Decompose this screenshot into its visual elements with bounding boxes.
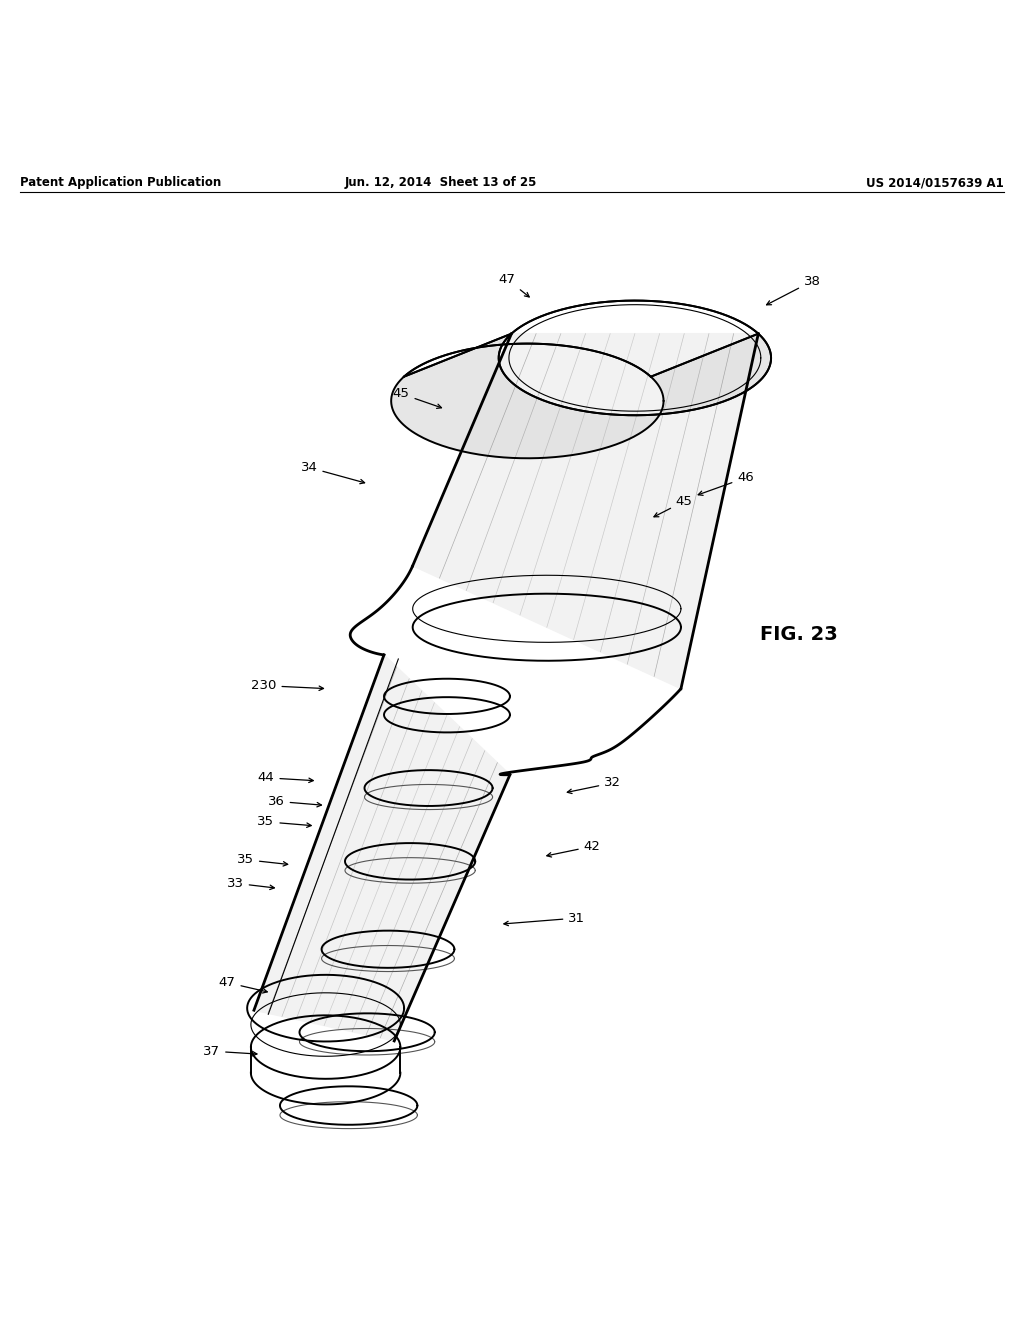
- Text: 37: 37: [203, 1044, 257, 1057]
- Text: 45: 45: [393, 387, 441, 408]
- Text: 36: 36: [268, 795, 322, 808]
- Text: 34: 34: [301, 461, 365, 483]
- Text: 47: 47: [219, 975, 267, 993]
- Text: 44: 44: [258, 771, 313, 784]
- Text: 45: 45: [654, 495, 692, 517]
- Text: Patent Application Publication: Patent Application Publication: [20, 177, 222, 189]
- Polygon shape: [391, 334, 771, 458]
- Text: 35: 35: [237, 853, 288, 866]
- Text: 33: 33: [226, 876, 274, 890]
- Text: 46: 46: [698, 471, 754, 495]
- Text: 35: 35: [257, 816, 311, 828]
- Polygon shape: [254, 655, 510, 1041]
- Text: 38: 38: [767, 275, 820, 305]
- Text: FIG. 23: FIG. 23: [760, 624, 838, 644]
- Text: 42: 42: [547, 840, 600, 857]
- Text: 32: 32: [567, 776, 622, 793]
- Text: 47: 47: [499, 272, 529, 297]
- Text: Jun. 12, 2014  Sheet 13 of 25: Jun. 12, 2014 Sheet 13 of 25: [344, 177, 537, 189]
- Text: US 2014/0157639 A1: US 2014/0157639 A1: [865, 177, 1004, 189]
- Polygon shape: [413, 334, 759, 689]
- Text: 230: 230: [251, 678, 324, 692]
- Text: 31: 31: [504, 912, 586, 925]
